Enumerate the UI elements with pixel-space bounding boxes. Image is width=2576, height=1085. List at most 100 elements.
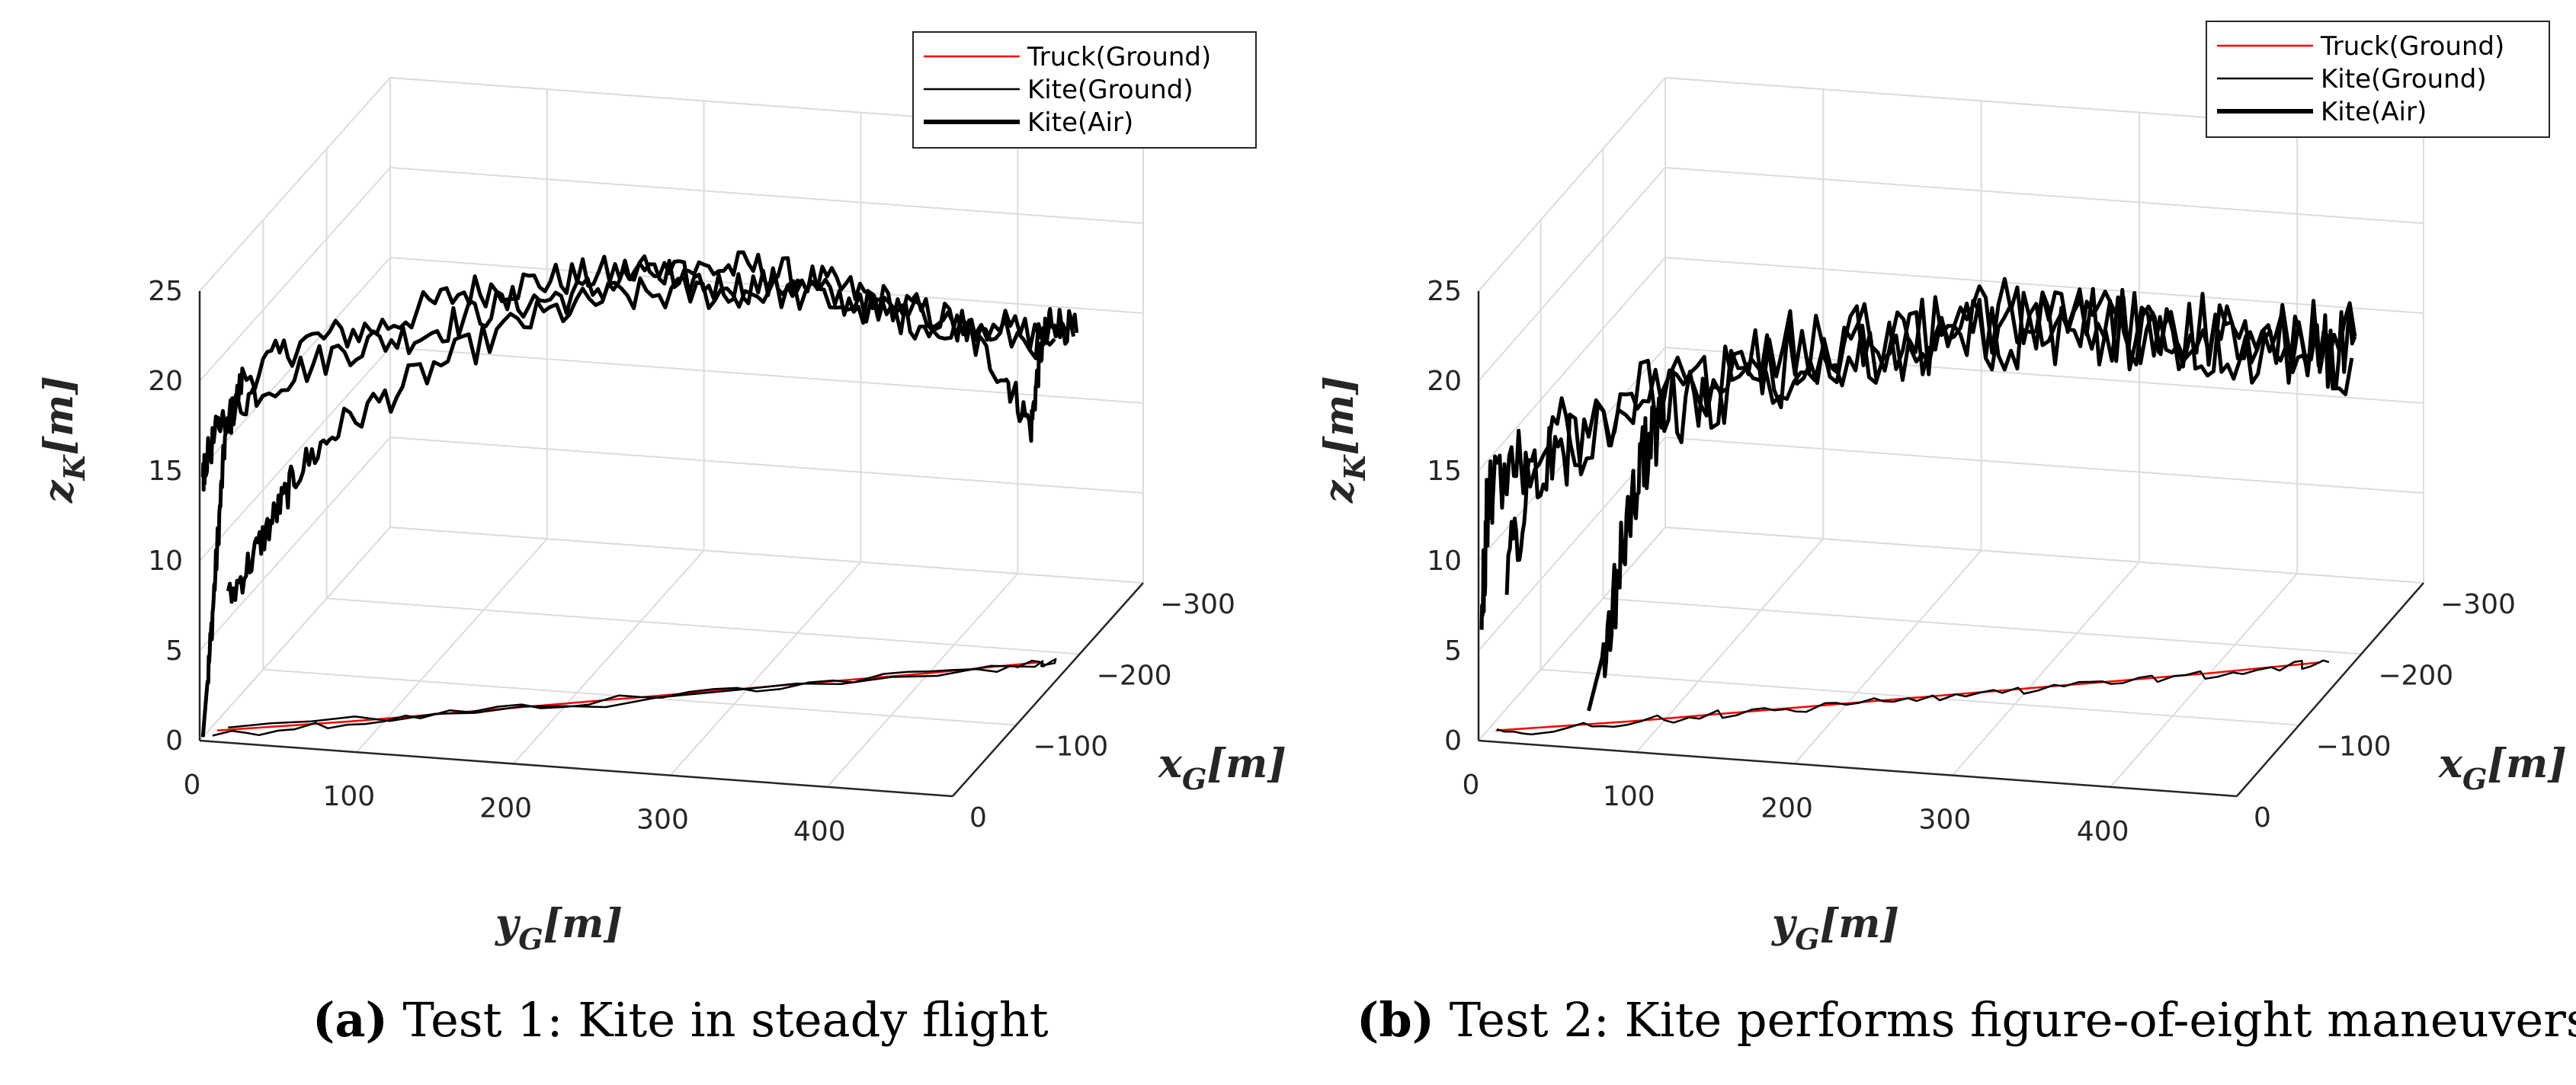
side-gridline-z xyxy=(199,347,391,562)
axis-label-var: x xyxy=(1158,741,1183,787)
x-axis-label: xG[m] xyxy=(1158,741,1286,796)
z-tick-label: 20 xyxy=(1427,366,1462,397)
y-tick-label: 400 xyxy=(793,816,846,847)
back-gridline-z xyxy=(1664,257,2424,314)
axis-label-var: z xyxy=(1316,479,1363,504)
legend-label: Truck(Ground) xyxy=(2320,31,2504,62)
x-tick-label: 0 xyxy=(2254,802,2271,834)
axis-label-sub: K xyxy=(1338,453,1372,481)
y-tick-label: 0 xyxy=(184,770,201,801)
series-line xyxy=(200,250,1079,738)
y-axis-label: yG[m] xyxy=(1771,901,1899,956)
z-tick-label: 0 xyxy=(165,725,183,757)
grid xyxy=(1478,77,2424,797)
back-gridline-z xyxy=(389,167,1144,224)
z-tick-label: 0 xyxy=(1444,725,1462,757)
floor-gridline-y xyxy=(512,549,705,765)
series-line xyxy=(1587,277,2354,712)
series-line xyxy=(1495,661,2321,732)
caption-text: Test 2: Kite performs figure-of-eight ma… xyxy=(1434,992,2576,1048)
legend-label: Kite(Air) xyxy=(1027,107,1133,138)
floor-gridline-y xyxy=(2110,573,2298,788)
axis-label-sub: K xyxy=(57,453,91,481)
axis-label-unit: [m] xyxy=(36,376,82,455)
series-line xyxy=(212,658,1057,737)
y-tick-label: 300 xyxy=(636,805,689,836)
y-tick-label: 200 xyxy=(479,792,532,824)
axis-label-unit: [m] xyxy=(543,901,623,947)
x-axis-line xyxy=(952,582,1144,797)
z-tick-label: 25 xyxy=(1427,276,1462,307)
side-gridline-z xyxy=(1478,77,1666,292)
x-tick-label: −100 xyxy=(2316,731,2392,763)
x-axis-line xyxy=(2236,582,2424,797)
axis-label-var: y xyxy=(1771,901,1798,947)
floor-gridline-y xyxy=(356,538,548,753)
y-tick-label: 400 xyxy=(2077,816,2129,847)
legend-label: Kite(Ground) xyxy=(1027,75,1193,105)
floor-gridline-y xyxy=(1793,549,1982,765)
side-gridline-z xyxy=(199,257,391,472)
legend-label: Kite(Air) xyxy=(2321,97,2427,127)
axis-label-unit: [m] xyxy=(1316,376,1363,455)
z-tick-label: 10 xyxy=(148,546,183,577)
series-line xyxy=(226,274,1076,604)
back-gridline-z xyxy=(389,526,1144,584)
caption-letter: (a) xyxy=(312,992,388,1048)
z-tick-label: 25 xyxy=(148,276,183,307)
axis-label-var: y xyxy=(495,901,521,947)
axis-label-sub: G xyxy=(1795,922,1819,956)
back-gridline-z xyxy=(1664,526,2424,584)
caption: (a) Test 1: Kite in steady flight xyxy=(312,992,1049,1048)
z-tick-label: 15 xyxy=(1427,456,1462,487)
x-tick-label: −300 xyxy=(1160,589,1235,620)
z-axis-label: zK[m] xyxy=(1316,376,1372,504)
side-gridline-z xyxy=(199,77,391,292)
z-tick-label: 5 xyxy=(1444,635,1462,667)
axis-label-sub: G xyxy=(2462,762,2487,796)
panel-b: 0 100 200 300 400 0−100−200−3000510152025yG[m… xyxy=(1316,21,2576,1048)
floor-gridline-x xyxy=(1603,597,2362,655)
y-tick-label: 200 xyxy=(1761,792,1813,824)
floor-gridline-y xyxy=(1636,538,1825,753)
axis-label-sub: G xyxy=(1182,762,1206,796)
y-tick-label: 0 xyxy=(1463,770,1480,801)
legend: Truck(Ground)Kite(Ground)Kite(Air) xyxy=(2206,21,2550,138)
back-gridline-z xyxy=(1664,437,2424,494)
x-tick-label: −300 xyxy=(2440,589,2516,620)
x-tick-label: 0 xyxy=(969,802,987,834)
axis-label-sub: G xyxy=(518,922,543,956)
axis-label-unit: [m] xyxy=(1206,741,1286,787)
caption: (b) Test 2: Kite performs figure-of-eigh… xyxy=(1357,992,2576,1048)
z-tick-label: 15 xyxy=(148,456,183,487)
series-line xyxy=(1504,286,2357,595)
y-tick-label: 300 xyxy=(1919,805,1972,836)
z-tick-label: 10 xyxy=(1427,546,1462,577)
side-gridline-z xyxy=(1478,167,1666,382)
z-tick-label: 5 xyxy=(165,635,183,667)
side-gridline-z xyxy=(1478,526,1666,741)
y-axis-label: yG[m] xyxy=(495,901,623,956)
back-gridline-z xyxy=(389,347,1144,404)
legend: Truck(Ground)Kite(Ground)Kite(Air) xyxy=(912,31,1257,149)
legend-label: Kite(Ground) xyxy=(2321,64,2487,94)
side-gridline-z xyxy=(199,526,391,741)
floor-gridline-y xyxy=(669,561,862,776)
back-gridline-z xyxy=(1664,167,2424,224)
side-gridline-z xyxy=(1478,257,1666,472)
floor-gridline-x xyxy=(326,597,1080,655)
y-axis-line xyxy=(1478,739,2238,798)
grid xyxy=(199,77,1144,797)
back-gridline-z xyxy=(389,437,1144,494)
x-tick-label: −100 xyxy=(1033,731,1108,763)
y-tick-label: 100 xyxy=(1603,781,1655,812)
panel-a: 0 100 200 300 400 0−100−200−3000510152025yG[m… xyxy=(36,31,1286,1048)
axis-label-var: z xyxy=(36,479,82,504)
side-gridline-z xyxy=(199,437,391,651)
caption-letter: (b) xyxy=(1357,992,1434,1048)
axis-label-var: x xyxy=(2438,741,2463,787)
side-gridline-z xyxy=(199,167,391,382)
x-tick-label: −200 xyxy=(2378,660,2453,691)
series-line xyxy=(200,254,1056,492)
z-axis-label: zK[m] xyxy=(36,376,91,504)
